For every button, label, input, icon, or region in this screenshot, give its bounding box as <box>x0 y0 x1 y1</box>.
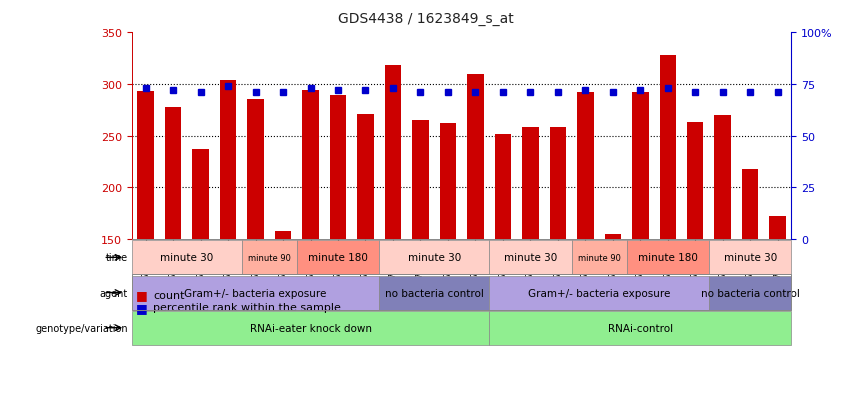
Bar <box>769 217 786 240</box>
Bar <box>494 134 511 240</box>
Bar <box>742 169 758 240</box>
Bar <box>412 121 429 240</box>
Bar <box>577 93 594 240</box>
Text: RNAi-control: RNAi-control <box>608 323 673 333</box>
Text: minute 90: minute 90 <box>248 253 291 262</box>
Text: no bacteria control: no bacteria control <box>700 288 800 298</box>
Text: RNAi-eater knock down: RNAi-eater knock down <box>249 323 372 333</box>
Bar <box>604 234 621 240</box>
Text: agent: agent <box>100 288 128 298</box>
Text: ■: ■ <box>136 289 148 302</box>
Text: minute 180: minute 180 <box>308 253 368 263</box>
Text: minute 30: minute 30 <box>160 253 214 263</box>
Text: minute 30: minute 30 <box>504 253 557 263</box>
Text: minute 30: minute 30 <box>408 253 460 263</box>
Bar <box>330 96 346 240</box>
Text: no bacteria control: no bacteria control <box>385 288 483 298</box>
Text: Gram+/- bacteria exposure: Gram+/- bacteria exposure <box>528 288 671 298</box>
Text: genotype/variation: genotype/variation <box>35 323 128 333</box>
Text: GDS4438 / 1623849_s_at: GDS4438 / 1623849_s_at <box>338 12 513 26</box>
Bar <box>137 92 154 240</box>
Bar <box>523 128 539 240</box>
Text: minute 90: minute 90 <box>578 253 620 262</box>
Bar <box>467 74 483 240</box>
Text: Gram+/- bacteria exposure: Gram+/- bacteria exposure <box>185 288 327 298</box>
Text: minute 30: minute 30 <box>723 253 777 263</box>
Bar <box>275 231 291 240</box>
Bar <box>165 107 181 240</box>
Bar <box>715 116 731 240</box>
Text: percentile rank within the sample: percentile rank within the sample <box>153 303 341 313</box>
Text: count: count <box>153 290 185 300</box>
Bar <box>660 56 676 240</box>
Bar <box>687 123 704 240</box>
Bar <box>248 100 264 240</box>
Bar <box>632 93 648 240</box>
Bar <box>385 66 401 240</box>
Bar <box>550 128 566 240</box>
Text: ■: ■ <box>136 301 148 314</box>
Bar <box>302 91 319 240</box>
Bar <box>192 150 208 240</box>
Text: minute 180: minute 180 <box>638 253 698 263</box>
Bar <box>357 114 374 240</box>
Text: time: time <box>106 253 128 263</box>
Bar <box>440 124 456 240</box>
Bar <box>220 81 237 240</box>
